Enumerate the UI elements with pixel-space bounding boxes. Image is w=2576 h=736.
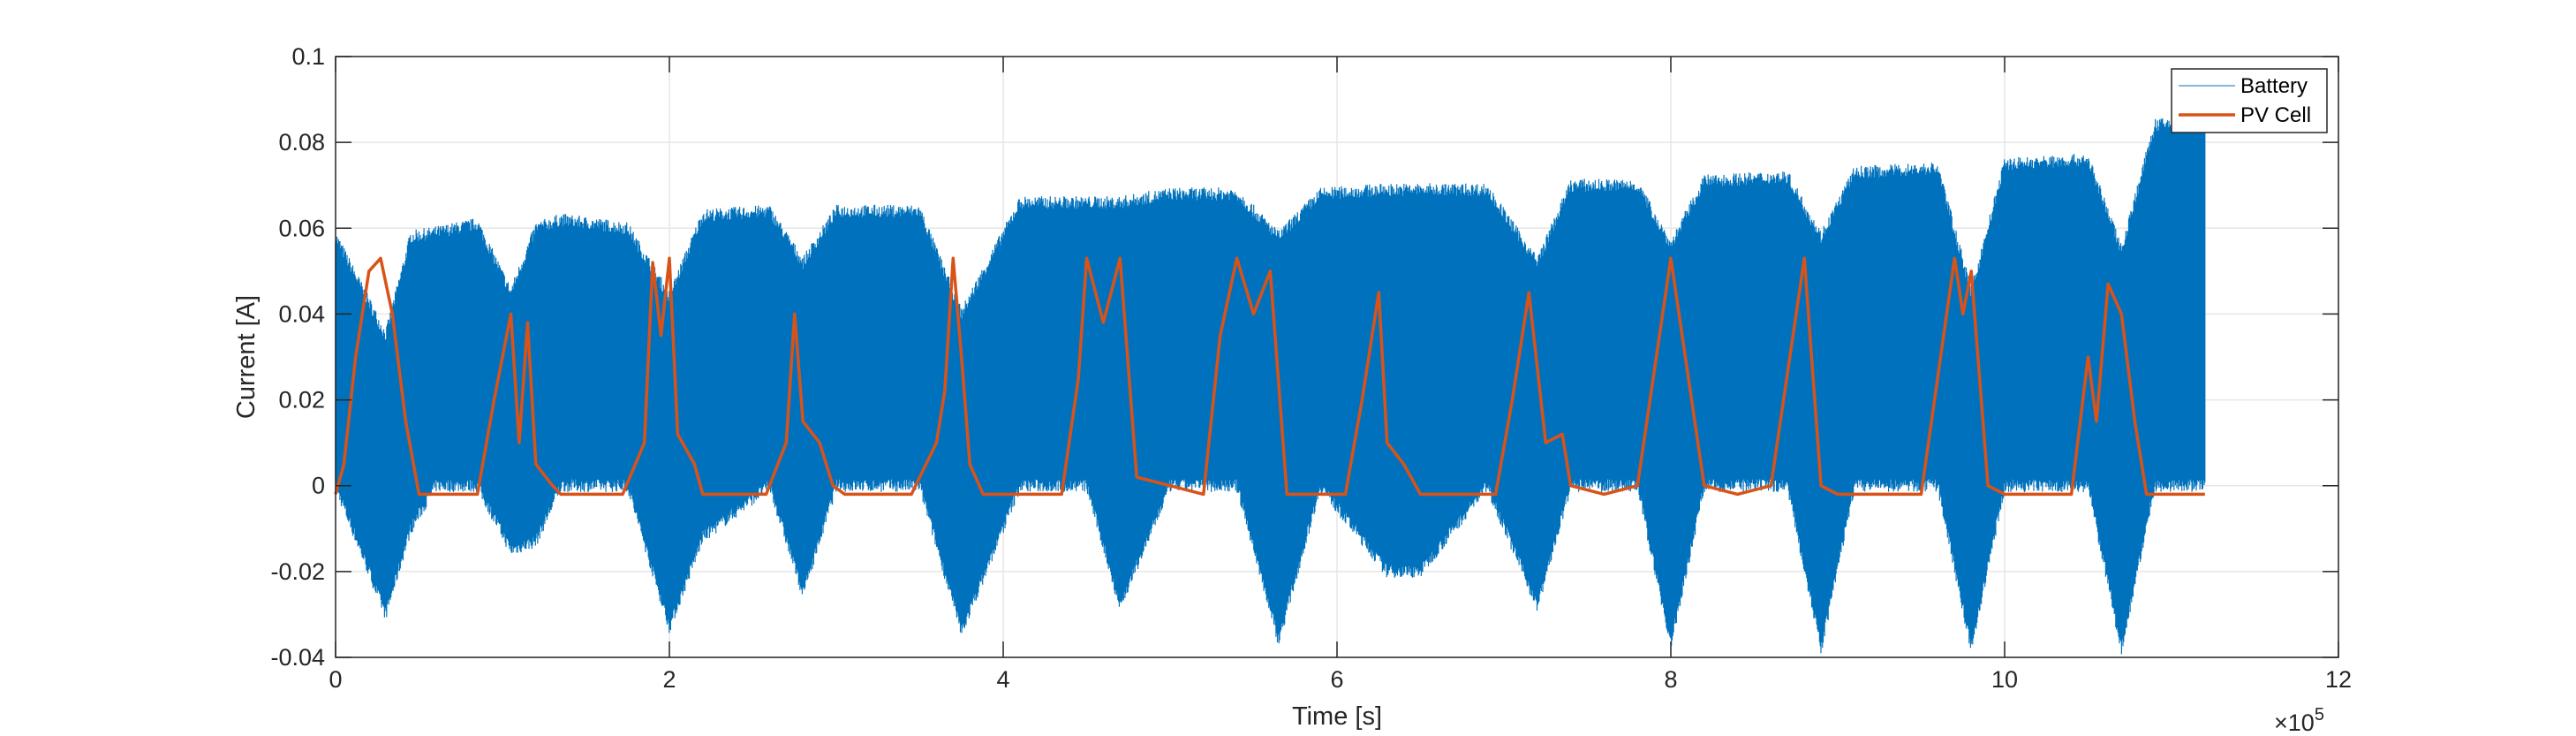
y-tick-label-3: 0.02 <box>278 387 325 414</box>
x-axis-multiplier: ×105 <box>2274 705 2324 736</box>
y-tick-label-5: 0.06 <box>278 215 325 241</box>
pv-cell-series <box>334 256 2205 497</box>
x-axis-multiplier-base: ×10 <box>2274 709 2315 736</box>
y-tick-label-7: 0.1 <box>291 43 325 70</box>
y-tick-label-1: -0.02 <box>270 558 325 585</box>
tick-labels: 0 2 4 6 8 10 12 -0.04 -0.02 0 0.02 0.04 0.06 0.08 0.1 <box>270 43 2352 693</box>
x-tick-label-0: 0 <box>329 666 342 693</box>
battery-series <box>335 115 2206 655</box>
x-tick-label-6: 12 <box>2325 666 2352 693</box>
x-axis-multiplier-exponent: 5 <box>2315 705 2324 725</box>
legend-box <box>2171 68 2328 133</box>
y-axis-label: Current [A] <box>232 295 261 419</box>
legend-pv-label: PV Cell <box>2240 103 2311 127</box>
legend: Battery PV Cell <box>2171 68 2328 133</box>
axes <box>335 56 2339 658</box>
battery-line <box>335 115 2206 655</box>
x-axis-label: Time [s] <box>1292 702 1382 731</box>
x-tick-label-3: 6 <box>1330 666 1343 693</box>
x-tick-label-5: 10 <box>1991 666 2018 693</box>
y-tick-label-6: 0.08 <box>278 129 325 156</box>
y-tick-label-0: -0.04 <box>270 644 325 671</box>
legend-battery-label: Battery <box>2240 74 2308 98</box>
x-tick-label-4: 8 <box>1664 666 1677 693</box>
x-tick-label-2: 4 <box>996 666 1009 693</box>
y-tick-label-2: 0 <box>312 473 325 499</box>
y-tick-label-4: 0.04 <box>278 300 325 327</box>
x-tick-label-1: 2 <box>662 666 676 693</box>
pv-cell-line <box>334 256 2205 497</box>
